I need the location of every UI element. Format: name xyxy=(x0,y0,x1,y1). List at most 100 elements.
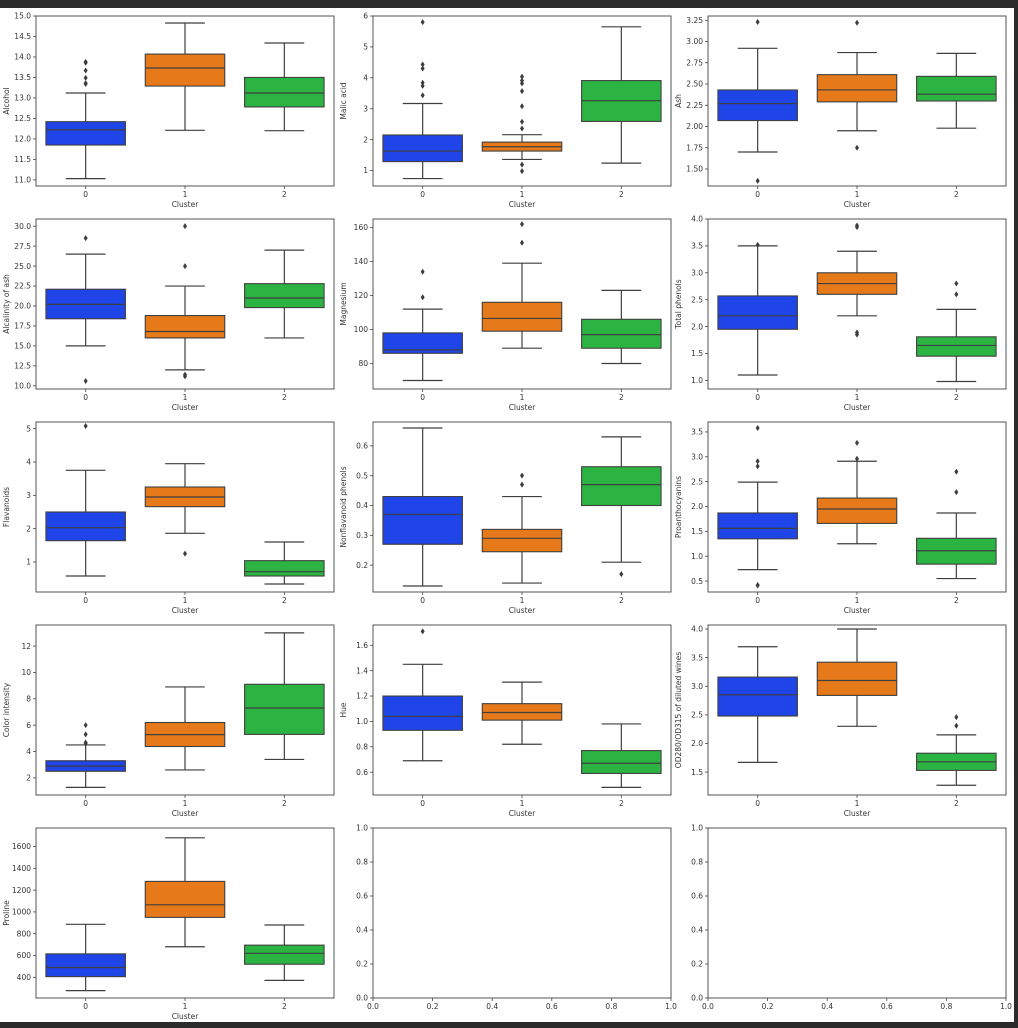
x-tick-label: 1 xyxy=(520,799,525,808)
y-tick-label: 1.0 xyxy=(356,717,368,726)
y-tick-label: 1.0 xyxy=(691,552,703,561)
iqr-box xyxy=(581,318,662,349)
box-cluster-1 xyxy=(481,681,563,745)
y-tick-label: 4 xyxy=(26,747,31,756)
outlier-marker xyxy=(420,82,425,89)
outlier-marker xyxy=(520,472,524,479)
x-tick-label: 0 xyxy=(755,393,760,402)
y-tick-label: 0.8 xyxy=(356,742,368,751)
y-tick-label: 25.0 xyxy=(14,262,31,271)
y-tick-label: 140 xyxy=(354,257,369,266)
axes-frame xyxy=(707,827,1007,999)
y-tick-label: 20.0 xyxy=(14,302,31,311)
subplot-magnesium: 80 100 120 140 160 0 1 2 Cluster Magnesium xyxy=(339,218,672,412)
x-tick-label: 0 xyxy=(83,393,88,402)
y-tick-label: 0.5 xyxy=(356,471,368,480)
box-cluster-2 xyxy=(244,42,325,132)
box-cluster-0 xyxy=(382,19,463,180)
outlier-marker xyxy=(420,92,425,99)
x-tick-label: 1 xyxy=(855,596,860,605)
x-tick-label: 0 xyxy=(755,799,760,808)
x-tick-label: 0 xyxy=(420,596,425,605)
y-tick-label: 0.6 xyxy=(356,892,368,901)
x-tick-label: 2 xyxy=(954,393,959,402)
y-tick-label: 22.5 xyxy=(14,282,31,291)
axes-frame xyxy=(372,827,672,999)
x-tick-label: 2 xyxy=(282,799,287,808)
y-tick-label: 1.50 xyxy=(686,165,703,174)
iqr-box xyxy=(244,76,325,108)
y-axis-label: Total phenols xyxy=(674,279,683,329)
outlier-marker xyxy=(83,739,88,746)
iqr-box xyxy=(916,336,997,357)
outlier-marker xyxy=(855,329,859,336)
x-axis-label: Cluster xyxy=(844,200,872,209)
y-tick-label: 0.0 xyxy=(356,994,368,1003)
box-cluster-2 xyxy=(581,289,662,365)
y-tick-label: 0.0 xyxy=(691,994,703,1003)
y-tick-label: 160 xyxy=(354,223,369,232)
x-tick-label: 1.0 xyxy=(1000,1002,1012,1011)
subplot-alcalinity-of-ash: 10.0 12.5 15.0 17.5 20.0 22.5 25.0 27.5 30.0 0 1 2 C… xyxy=(2,218,335,412)
y-tick-label: 27.5 xyxy=(14,242,31,251)
box-cluster-2 xyxy=(581,723,662,788)
x-tick-label: 1 xyxy=(520,596,525,605)
outlier-marker xyxy=(954,722,959,729)
outlier-marker xyxy=(83,423,88,429)
box-cluster-0 xyxy=(717,18,798,184)
y-axis-label: OD280/OD315 of diluted wines xyxy=(674,652,683,768)
y-tick-label: 2.5 xyxy=(691,477,703,486)
y-tick-label: 3 xyxy=(363,104,368,113)
box-cluster-0 xyxy=(45,235,126,385)
y-tick-label: 1200 xyxy=(12,886,31,895)
subplot-alcohol: 11.0 11.5 12.0 12.5 13.0 13.5 14.0 14.5 15.0 0 1 2 C… xyxy=(2,12,335,209)
y-tick-label: 1.5 xyxy=(691,349,703,358)
outlier-marker xyxy=(420,294,425,301)
y-axis-label: Malic acid xyxy=(339,82,348,120)
outlier-marker xyxy=(83,58,88,65)
x-tick-label: 2 xyxy=(954,190,959,199)
outlier-marker xyxy=(183,263,187,270)
box-cluster-0 xyxy=(45,423,126,577)
outlier-marker xyxy=(520,88,524,95)
y-tick-label: 120 xyxy=(354,291,369,300)
iqr-box xyxy=(382,695,463,731)
outlier-marker xyxy=(420,268,425,275)
outlier-marker xyxy=(520,77,524,84)
x-tick-label: 2 xyxy=(954,596,959,605)
outlier-marker xyxy=(755,18,760,25)
x-tick-label: 2 xyxy=(954,799,959,808)
box-cluster-1 xyxy=(144,463,226,557)
y-tick-label: 0.8 xyxy=(691,858,703,867)
y-tick-label: 2 xyxy=(26,524,31,533)
outlier-marker xyxy=(520,239,524,246)
outlier-marker xyxy=(83,67,88,74)
figure-canvas: 11.0 11.5 12.0 12.5 13.0 13.5 14.0 14.5 15.0 0 1 2 C… xyxy=(0,8,1014,1022)
y-tick-label: 80 xyxy=(358,359,368,368)
x-tick-label: 1 xyxy=(183,799,188,808)
y-tick-label: 0.6 xyxy=(356,768,368,777)
box-cluster-1 xyxy=(481,73,563,175)
y-tick-label: 0.6 xyxy=(356,442,368,451)
subplot-od280-od315-of-diluted-wines: 1.5 2.0 2.5 3.0 3.5 4.0 0 1 2 Cluster OD280/OD315 … xyxy=(674,624,1007,818)
outlier-marker xyxy=(83,378,88,385)
box-cluster-2 xyxy=(244,541,325,585)
iqr-box xyxy=(144,315,226,339)
box-cluster-1 xyxy=(816,222,898,338)
box-cluster-2 xyxy=(916,52,997,129)
x-tick-label: 0 xyxy=(755,596,760,605)
x-axis-label: Cluster xyxy=(172,1012,200,1021)
y-axis-label: Flavanoids xyxy=(2,487,11,527)
subplot-hue: 0.6 0.8 1.0 1.2 1.4 1.6 0 1 2 Cluster Hue xyxy=(339,624,672,818)
x-tick-label: 0.0 xyxy=(702,1002,714,1011)
box-cluster-1 xyxy=(816,439,898,545)
box-cluster-1 xyxy=(144,22,226,131)
x-tick-label: 0.4 xyxy=(486,1002,498,1011)
y-axis-label: Nonflavanoid phenols xyxy=(339,466,348,547)
y-tick-label: 11.0 xyxy=(14,176,31,185)
y-axis-label: Color intensity xyxy=(2,682,11,737)
iqr-box xyxy=(816,497,898,524)
iqr-box xyxy=(382,496,463,545)
x-tick-label: 0.6 xyxy=(546,1002,558,1011)
y-tick-label: 10 xyxy=(21,668,31,677)
